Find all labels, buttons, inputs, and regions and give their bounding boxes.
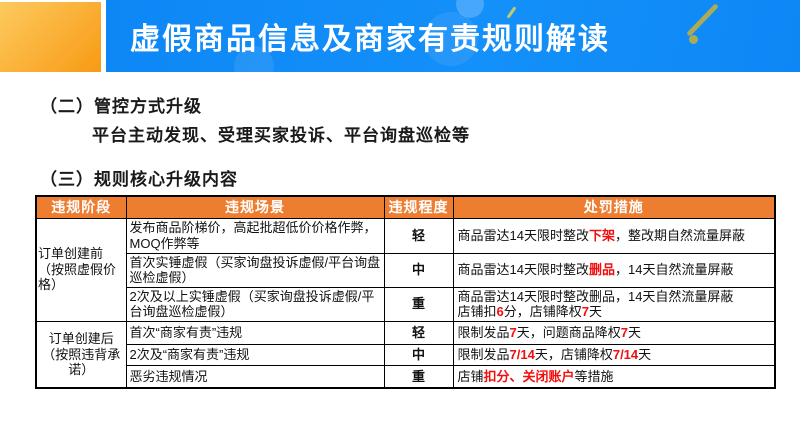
column-header-stage: 违规阶段	[35, 195, 127, 219]
column-header-punish: 处罚措施	[452, 195, 776, 219]
degree-cell: 轻	[383, 320, 454, 345]
header-banner: 虚假商品信息及商家有责规则解读	[106, 0, 800, 72]
punishment-cell: 店铺扣分、关闭账户等措施	[452, 364, 776, 389]
degree-cell: 重	[383, 286, 454, 322]
scenario-cell: 2次及“商家有责”违规	[125, 343, 385, 366]
punishment-cell: 商品雷达14天限时整改删品，14天自然流量屏蔽	[452, 252, 776, 288]
stage-cell-post-order: 订单创建后 （按照违背承 诺）	[35, 320, 127, 389]
banner-dot-decoration	[689, 35, 698, 44]
scenario-cell: 恶劣违规情况	[125, 364, 385, 389]
header-accent-block	[0, 2, 101, 72]
rules-table: 违规阶段 违规场景 违规程度 处罚措施 订单创建前 （按照虚假价 格） 发布商品阶梯…	[35, 195, 776, 389]
scenario-cell: 发布商品阶梯价，高起批超低价价格作弊，MOQ作弊等	[125, 217, 385, 254]
banner-circle-decoration	[456, 0, 484, 18]
degree-cell: 中	[383, 343, 454, 366]
table-row: 首次实锤虚假（买家询盘投诉虚假/平台询盘巡检虚假） 中 商品雷达14天限时整改删…	[36, 252, 776, 288]
punishment-cell: 限制发品7天，问题商品降权7天	[452, 320, 776, 345]
scenario-cell: 首次“商家有责”违规	[125, 320, 385, 345]
banner-circle-decoration	[234, 46, 274, 72]
section-2-heading: （二）管控方式升级	[40, 97, 202, 116]
punishment-cell: 限制发品7/14天，店铺降权7/14天	[452, 343, 776, 366]
table-row: 2次及以上实锤虚假（买家询盘投诉虚假/平台询盘巡检虚假） 重 商品雷达14天限时…	[36, 286, 776, 322]
table-row: 2次及“商家有责”违规 中 限制发品7/14天，店铺降权7/14天	[36, 343, 776, 366]
degree-cell: 重	[383, 364, 454, 389]
scenario-cell: 首次实锤虚假（买家询盘投诉虚假/平台询盘巡检虚假）	[125, 252, 385, 288]
stage-cell-pre-order: 订单创建前 （按照虚假价 格）	[35, 217, 127, 322]
scenario-cell: 2次及以上实锤虚假（买家询盘投诉虚假/平台询盘巡检虚假）	[125, 286, 385, 322]
degree-cell: 轻	[383, 217, 454, 254]
punishment-cell: 商品雷达14天限时整改下架，整改期自然流量屏蔽	[452, 217, 776, 254]
table-header-row: 违规阶段 违规场景 违规程度 处罚措施	[35, 195, 776, 219]
section-3-heading: （三）规则核心升级内容	[40, 170, 238, 189]
table-row: 恶劣违规情况 重 店铺扣分、关闭账户等措施	[36, 364, 776, 389]
column-header-scene: 违规场景	[125, 195, 385, 219]
degree-cell: 中	[383, 252, 454, 288]
banner-circle-decoration	[424, 12, 478, 66]
slide-title: 虚假商品信息及商家有责规则解读	[130, 23, 610, 56]
punishment-cell: 商品雷达14天限时整改删品，14天自然流量屏蔽 店铺扣6分，店铺降权7天	[452, 286, 776, 322]
section-2-body: 平台主动发现、受理买家投诉、平台询盘巡检等	[92, 126, 470, 145]
banner-slash-decoration	[686, 3, 719, 37]
table-row: 订单创建前 （按照虚假价 格） 发布商品阶梯价，高起批超低价价格作弊，MOQ作弊等 …	[35, 217, 776, 322]
column-header-degree: 违规程度	[383, 195, 454, 219]
table-row: 订单创建后 （按照违背承 诺） 首次“商家有责”违规 轻 限制发品7天，问题商品降权…	[35, 320, 776, 389]
